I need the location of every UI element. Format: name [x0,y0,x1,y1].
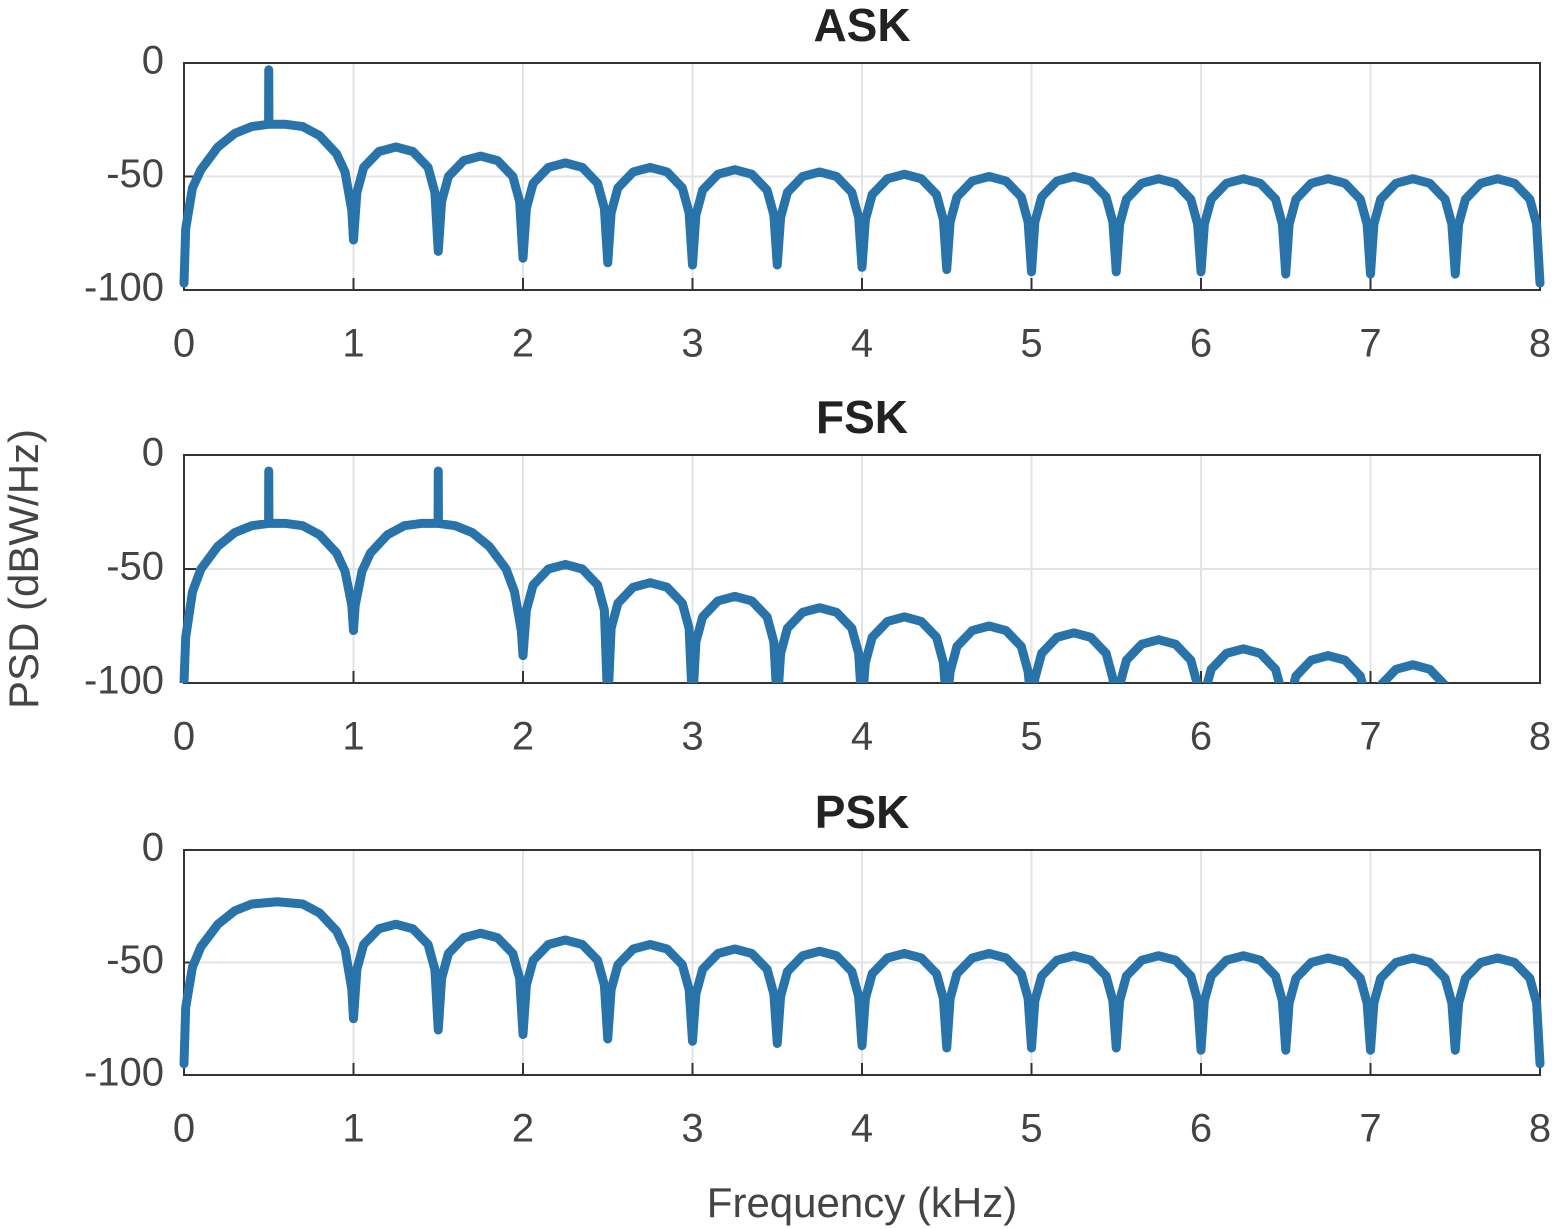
x-tick-label: 3 [681,715,703,759]
chart-title: ASK [813,0,910,51]
x-tick-label: 4 [851,322,873,366]
x-tick-label: 2 [512,715,534,759]
x-tick-label: 5 [1020,715,1042,759]
x-tick-label: 4 [851,1107,873,1151]
data-line [179,897,1545,1069]
x-tick-label: 6 [1190,715,1212,759]
x-tick-label: 3 [681,1107,703,1151]
y-tick-label: -100 [84,659,164,703]
chart-title: FSK [816,391,908,443]
x-tick-label: 1 [342,1107,364,1151]
axes-box [183,62,1541,291]
y-tick-label: -50 [106,545,164,589]
y-tick-label: 0 [142,826,164,870]
y-tick-label: -100 [84,266,164,310]
x-tick-label: 2 [512,322,534,366]
x-tick-label: 1 [342,322,364,366]
data-line [179,65,1545,288]
x-tick-label: 8 [1529,322,1551,366]
x-tick-label: 7 [1359,322,1381,366]
y-tick-label: 0 [142,431,164,475]
subplot: 0 1 2 3 4 5 6 7 8 -100 -50 0 PSK Frequency (kHz) [84,786,1551,1226]
y-tick-label: -50 [106,938,164,982]
x-tick-label: 4 [851,715,873,759]
y-tick-label: -100 [84,1051,164,1095]
subplot: 0 1 2 3 4 5 6 7 8 -100 -50 0 ASK [84,0,1551,366]
x-axis-label: Frequency (kHz) [707,1179,1017,1226]
data-line [179,466,1449,683]
y-axis-label: PSD (dBW/Hz) [0,429,47,709]
x-tick-label: 8 [1529,1107,1551,1151]
x-tick-label: 8 [1529,715,1551,759]
x-tick-label: 5 [1020,322,1042,366]
x-tick-label: 1 [342,715,364,759]
y-tick-label: -50 [106,152,164,196]
x-tick-label: 0 [173,322,195,366]
y-tick-label: 0 [142,39,164,83]
x-tick-label: 6 [1190,322,1212,366]
x-tick-label: 7 [1359,715,1381,759]
subplot: 0 1 2 3 4 5 6 7 8 -100 -50 0 FSK PSD (dBW/Hz) [0,391,1551,759]
x-tick-label: 7 [1359,1107,1381,1151]
x-tick-label: 0 [173,715,195,759]
chart-title: PSK [815,786,910,838]
x-tick-label: 5 [1020,1107,1042,1151]
x-tick-label: 3 [681,322,703,366]
x-tick-label: 6 [1190,1107,1212,1151]
x-tick-label: 0 [173,1107,195,1151]
axes-box [183,849,1541,1076]
x-tick-label: 2 [512,1107,534,1151]
